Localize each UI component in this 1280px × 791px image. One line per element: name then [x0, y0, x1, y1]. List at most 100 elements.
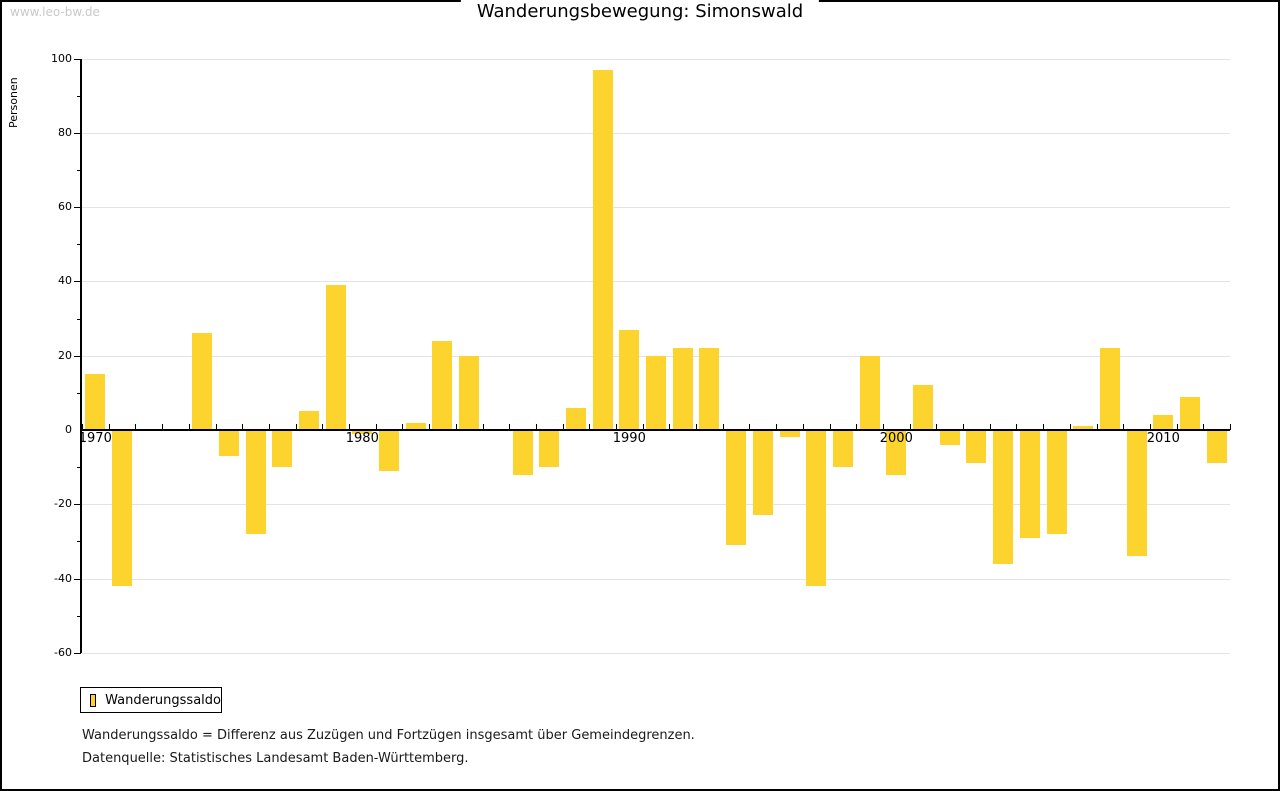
bar-1976	[245, 431, 266, 534]
x-tick-15	[482, 424, 484, 430]
x-tick-41	[1176, 424, 1178, 430]
bar-1997	[806, 431, 827, 586]
page-title: Wanderungsbewegung: Simonswald	[460, 0, 820, 26]
y-minor-tick--50	[77, 616, 81, 617]
x-tick-5	[215, 424, 217, 430]
x-tick-label-1980: 1980	[345, 431, 379, 446]
x-tick-29	[856, 424, 858, 430]
bar-1971	[112, 431, 132, 586]
watermark: www.leo-bw.de	[10, 5, 100, 19]
bar-2012	[1206, 431, 1227, 464]
bar-1992	[672, 348, 693, 429]
bar-1983	[432, 340, 453, 429]
bar-2008	[1099, 348, 1120, 429]
bar-1991	[646, 355, 666, 429]
x-tick-10	[349, 424, 350, 430]
gridline--40	[82, 579, 1230, 580]
x-tick-42	[1203, 424, 1205, 430]
x-tick-39	[1123, 424, 1125, 430]
y-tick-label-60: 60	[58, 200, 72, 213]
x-tick-30	[882, 424, 884, 430]
bar-1999	[859, 355, 880, 429]
y-minor-tick-30	[77, 319, 81, 320]
x-tick-label-1990: 1990	[612, 431, 646, 446]
x-tick-0	[82, 424, 83, 430]
x-tick-24	[722, 424, 724, 430]
x-tick-label-2000: 2000	[879, 431, 913, 446]
y-minor-tick-90	[77, 96, 81, 97]
y-tick-label-0: 0	[65, 423, 72, 436]
y-major-tick-80	[74, 133, 81, 134]
y-tick-label-20: 20	[58, 349, 72, 362]
y-major-tick--40	[74, 579, 81, 580]
bar-1993	[699, 348, 720, 429]
y-minor-tick-10	[77, 393, 81, 394]
y-major-tick-20	[74, 356, 81, 357]
bar-1979	[325, 285, 346, 429]
y-tick-label-80: 80	[58, 126, 72, 139]
x-tick-33	[963, 424, 964, 430]
gridline-60	[82, 207, 1230, 208]
x-tick-40	[1149, 424, 1151, 430]
x-tick-4	[188, 424, 190, 430]
y-major-tick-40	[74, 281, 81, 282]
y-axis-label: Personen	[7, 77, 20, 128]
y-tick-label--20: -20	[54, 497, 72, 510]
x-tick-32	[936, 424, 938, 430]
x-tick-43	[1230, 424, 1231, 430]
bar-1977	[272, 431, 293, 468]
x-tick-19	[589, 424, 591, 430]
y-tick-label--40: -40	[54, 572, 72, 585]
legend-swatch-icon	[90, 693, 97, 707]
x-tick-26	[776, 424, 778, 430]
bar-2011	[1180, 396, 1200, 429]
x-tick-25	[749, 424, 751, 430]
x-tick-7	[268, 424, 270, 430]
bar-2004	[993, 431, 1014, 564]
bar-2006	[1046, 431, 1067, 534]
bar-2007	[1073, 426, 1094, 429]
bar-2001	[913, 385, 933, 429]
bar-1980	[352, 431, 373, 434]
x-tick-14	[455, 424, 457, 430]
x-tick-label-2010: 2010	[1146, 431, 1180, 446]
x-tick-2	[135, 424, 137, 430]
bar-1987	[539, 431, 560, 468]
bar-1978	[298, 411, 319, 429]
legend-label: Wanderungssaldo	[105, 692, 221, 708]
y-minor-tick--30	[77, 541, 81, 542]
y-major-tick--20	[74, 504, 81, 505]
x-tick-17	[535, 424, 537, 430]
bar-2009	[1126, 431, 1147, 557]
bar-1982	[405, 422, 426, 429]
bar-1998	[832, 431, 853, 468]
x-axis-line	[80, 429, 1230, 431]
bar-1994	[726, 431, 747, 546]
bar-2010	[1153, 415, 1174, 429]
gridline-80	[82, 133, 1230, 134]
x-tick-label-1970: 1970	[78, 431, 112, 446]
y-axis-line	[80, 59, 82, 653]
x-tick-23	[696, 424, 697, 430]
x-tick-3	[162, 424, 164, 430]
bar-1981	[379, 431, 399, 471]
x-tick-6	[242, 424, 244, 430]
x-tick-22	[669, 424, 671, 430]
x-tick-18	[562, 424, 564, 430]
x-tick-21	[642, 424, 644, 430]
y-major-tick-60	[74, 207, 81, 208]
bar-1988	[565, 407, 586, 429]
y-tick-label--60: -60	[54, 646, 72, 659]
x-tick-28	[829, 424, 831, 430]
x-tick-35	[1016, 424, 1018, 430]
bar-1986	[512, 431, 533, 475]
x-tick-11	[375, 424, 377, 430]
y-tick-label-100: 100	[51, 52, 72, 65]
x-tick-37	[1069, 424, 1071, 430]
x-tick-38	[1096, 424, 1098, 430]
bar-1995	[752, 431, 773, 516]
legend: Wanderungssaldo	[80, 687, 222, 713]
gridline-40	[82, 281, 1230, 282]
